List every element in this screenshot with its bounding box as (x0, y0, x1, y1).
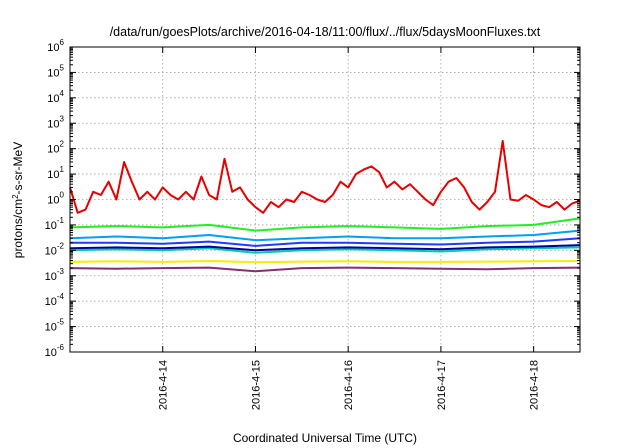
x-tick-label: 2016-4-16 (343, 360, 355, 410)
y-tick-label: 10-1 (45, 216, 65, 232)
x-axis-label: Coordinated Universal Time (UTC) (233, 431, 417, 445)
y-tick-label: 101 (47, 165, 64, 181)
series-line (70, 237, 581, 247)
y-axis-label-main: protons/cm (11, 199, 25, 258)
y-tick-label: 106 (47, 38, 64, 54)
y-tick-label: 10-3 (45, 267, 65, 283)
y-tick-label: 10-2 (45, 241, 65, 257)
x-tick-label: 2016-4-15 (250, 360, 262, 410)
chart-title: /data/run/goesPlots/archive/2016-04-18/1… (110, 25, 541, 39)
y-tick-labels: 10-6 10-5 10-4 10-3 10-2 10-1 100 101 102 103 104 1… (45, 38, 65, 359)
y-tick-label: 10-6 (45, 343, 65, 359)
x-tick-label: 2016-4-18 (529, 360, 541, 410)
series-layer (69, 140, 581, 273)
series-line (69, 244, 581, 252)
series-line (69, 217, 581, 232)
series-line (69, 229, 581, 242)
grid (70, 47, 580, 352)
series-line (69, 140, 581, 214)
x-tick-label: 2016-4-14 (158, 360, 170, 410)
series-line (69, 266, 581, 273)
y-tick-label: 102 (47, 140, 64, 156)
y-tick-label: 103 (47, 114, 64, 130)
series-line (69, 246, 581, 254)
x-tick-label: 2016-4-17 (436, 360, 448, 410)
y-tick-label: 100 (47, 191, 64, 207)
y-axis-label-rest: -s-sr-MeV (11, 142, 25, 195)
y-tick-label: 104 (47, 89, 64, 105)
y-tick-label: 10-4 (45, 292, 65, 308)
ticks (70, 46, 580, 353)
y-axis-label: protons/cm2-s-sr-MeV (11, 142, 26, 258)
y-tick-label: 105 (47, 63, 64, 79)
y-axis-label-sup: 2 (11, 194, 20, 199)
x-tick-labels: 2016-4-14 2016-4-15 2016-4-16 2016-4-17 2016… (158, 360, 541, 410)
y-tick-label: 10-5 (45, 318, 65, 334)
series-line (69, 260, 581, 264)
